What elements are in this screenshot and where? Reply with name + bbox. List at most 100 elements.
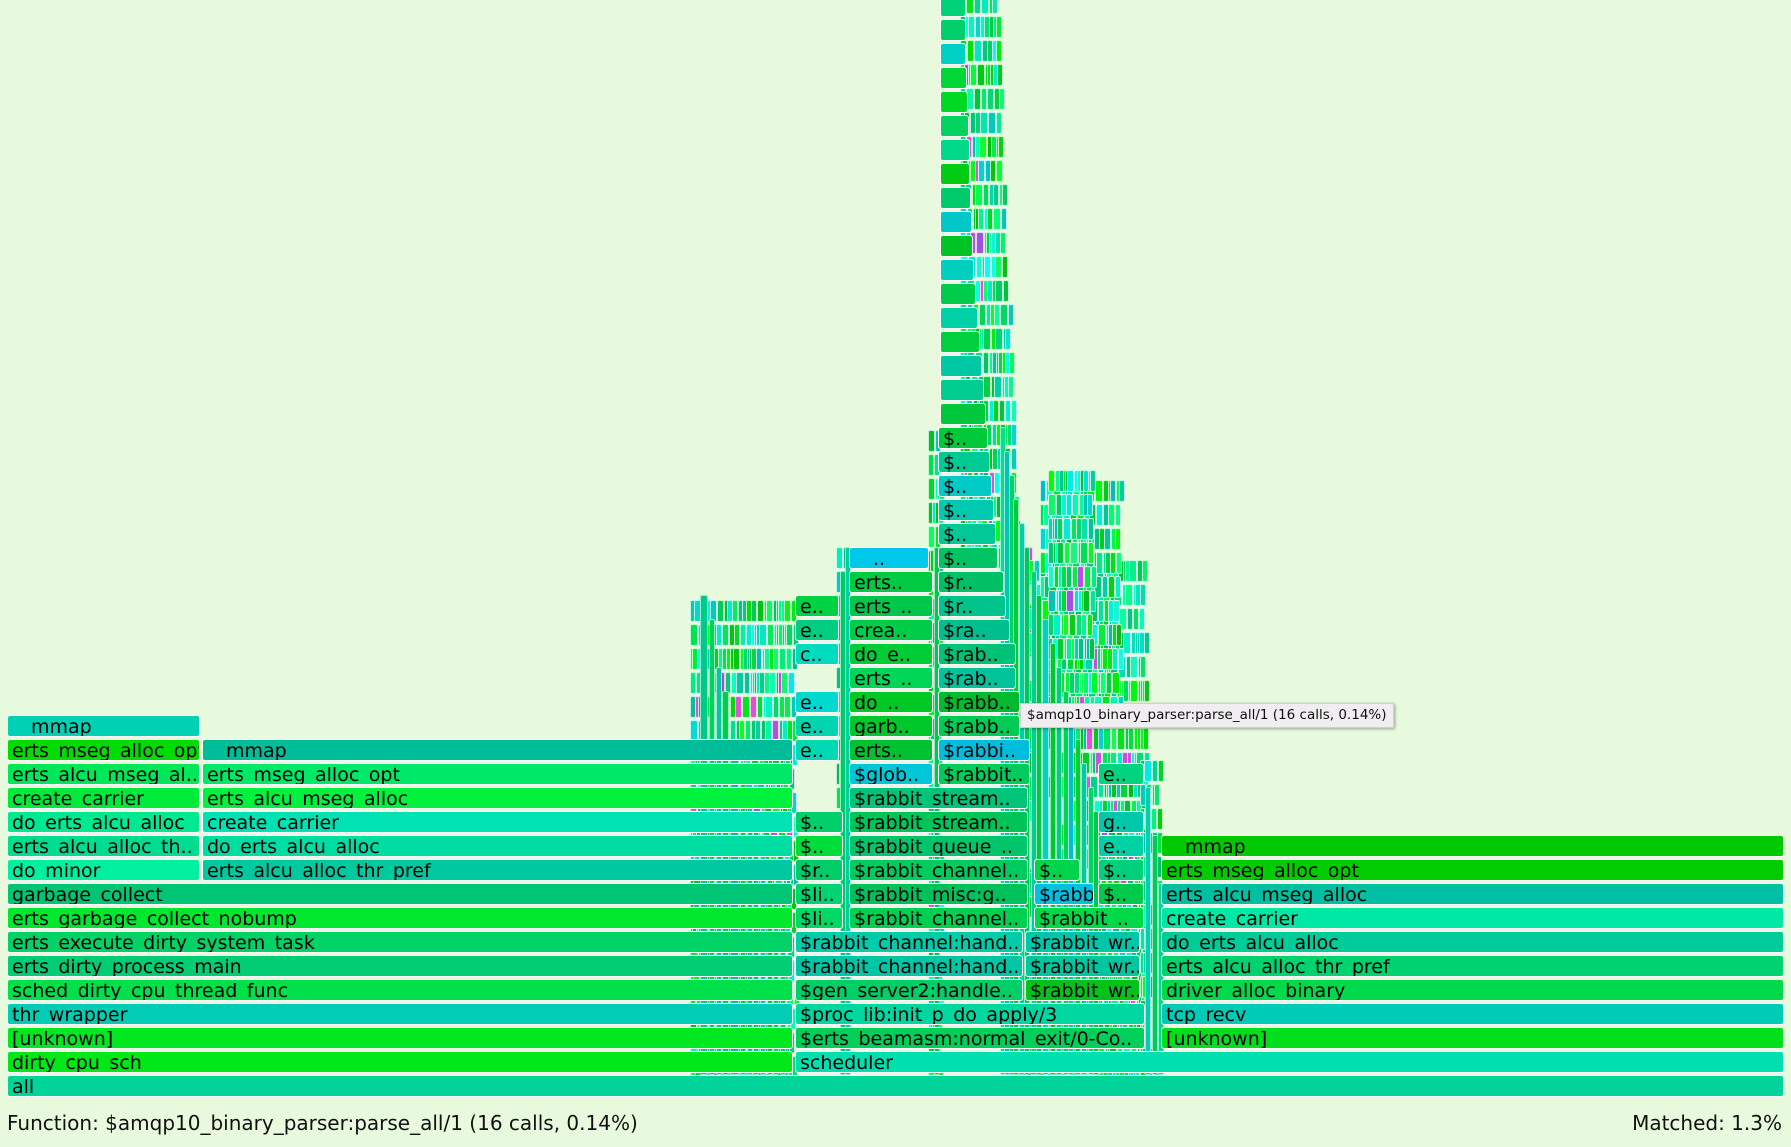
flame-frame[interactable] — [1088, 542, 1094, 564]
flame-frame[interactable] — [998, 136, 1004, 158]
flame-frame[interactable] — [1048, 470, 1055, 492]
flame-frame[interactable] — [940, 43, 966, 65]
flame-frame-r[interactable]: $r.. — [938, 571, 1004, 593]
flame-frame[interactable] — [1096, 504, 1103, 526]
flame-frame-rabbit-channel[interactable]: $rabbit_channel.. — [849, 859, 1028, 881]
flame-frame[interactable] — [996, 40, 1002, 62]
flame-frame[interactable] — [1008, 376, 1014, 398]
flame-frame[interactable] — [766, 600, 773, 622]
flame-frame[interactable] — [1091, 566, 1097, 588]
flame-frame-mmap[interactable]: __mmap — [1161, 835, 1784, 857]
flame-frame[interactable] — [1078, 638, 1084, 660]
flame-frame[interactable] — [940, 379, 984, 401]
flame-frame[interactable] — [974, 88, 981, 110]
flame-frame[interactable] — [1008, 304, 1014, 326]
flame-frame[interactable] — [1145, 787, 1151, 1075]
flame-frame[interactable] — [1127, 608, 1133, 630]
flame-frame[interactable] — [1063, 614, 1069, 636]
flame-frame[interactable] — [981, 0, 989, 14]
flame-frame[interactable] — [1048, 566, 1054, 588]
flame-frame-[interactable]: $.. — [938, 547, 998, 569]
flame-frame[interactable] — [690, 672, 696, 694]
flame-frame[interactable] — [1080, 542, 1088, 564]
flame-frame[interactable] — [1090, 590, 1096, 612]
flame-frame[interactable] — [1081, 614, 1087, 636]
flame-frame[interactable] — [1036, 595, 1042, 1075]
flame-frame-rabbit-channel-hand[interactable]: $rabbit_channel:hand.. — [795, 955, 1023, 977]
flame-frame[interactable] — [1139, 608, 1145, 630]
flame-frame[interactable] — [928, 526, 935, 548]
flame-frame-erts-mseg-alloc-opt[interactable]: erts_mseg_alloc_opt — [7, 739, 200, 761]
flame-frame-do-e[interactable]: do_e.. — [849, 643, 933, 665]
flame-frame[interactable] — [1077, 566, 1084, 588]
flame-frame-erts-execute-dirty-system-task[interactable]: erts_execute_dirty_system_task — [7, 931, 793, 953]
flame-frame-erts-dirty-process-main[interactable]: erts_dirty_process_main — [7, 955, 793, 977]
flame-frame-erts[interactable]: erts.. — [849, 571, 933, 593]
flame-frame[interactable] — [1098, 624, 1106, 646]
flame-frame-rabb[interactable]: $rabb.. — [938, 715, 1020, 737]
flame-frame[interactable] — [988, 112, 996, 134]
flame-frame-rab[interactable]: $rab.. — [938, 667, 1016, 689]
flame-frame[interactable] — [1113, 600, 1120, 622]
flame-frame-ra[interactable]: $ra.. — [938, 619, 1010, 641]
flame-frame[interactable] — [1144, 760, 1152, 782]
flame-frame[interactable] — [1096, 552, 1103, 574]
flame-frame-[interactable]: $.. — [795, 811, 843, 833]
flame-frame[interactable] — [995, 280, 1003, 302]
flame-frame[interactable] — [1000, 232, 1006, 254]
flame-frame[interactable] — [722, 624, 729, 646]
flame-frame[interactable] — [1140, 656, 1146, 678]
flame-frame-rabbit-channel[interactable]: $rabbit_channel.. — [849, 907, 1028, 929]
flame-frame-erts-garbage-collect-nobump[interactable]: erts_garbage_collect_nobump — [7, 907, 793, 929]
flame-frame-[interactable]: $.. — [938, 475, 992, 497]
flame-frame[interactable] — [1011, 400, 1017, 422]
flame-frame[interactable] — [966, 0, 974, 14]
flame-frame[interactable] — [1129, 560, 1137, 582]
flame-frame[interactable] — [1111, 728, 1117, 750]
flame-frame[interactable] — [1072, 494, 1079, 516]
flame-frame[interactable] — [1053, 614, 1061, 636]
flame-frame-[interactable]: $.. — [938, 451, 990, 473]
flame-frame[interactable] — [1110, 480, 1116, 502]
flame-frame[interactable] — [974, 40, 982, 62]
flame-frame[interactable] — [940, 115, 969, 137]
flame-frame[interactable] — [756, 648, 762, 670]
flame-frame[interactable] — [983, 352, 989, 374]
flame-frame-garb[interactable]: garb.. — [849, 715, 933, 737]
flame-frame-rabb[interactable]: $rabb.. — [938, 691, 1020, 713]
flame-frame[interactable] — [994, 304, 1000, 326]
flame-frame[interactable] — [980, 112, 988, 134]
flame-frame-mmap[interactable]: __mmap — [202, 739, 793, 761]
flame-frame[interactable] — [940, 211, 972, 233]
flame-frame[interactable] — [734, 624, 740, 646]
flame-frame-li[interactable]: $li.. — [795, 907, 843, 929]
flame-frame[interactable] — [750, 696, 757, 718]
flame-frame[interactable] — [1103, 728, 1111, 750]
flame-frame[interactable] — [1005, 328, 1011, 350]
flame-frame[interactable] — [690, 624, 698, 646]
flame-frame-erts[interactable]: erts_.. — [849, 667, 933, 689]
flame-frame[interactable] — [773, 696, 779, 718]
flame-frame[interactable] — [784, 600, 791, 622]
flame-frame[interactable] — [1130, 656, 1138, 678]
flame-frame[interactable] — [997, 64, 1003, 86]
flame-frame[interactable] — [940, 403, 986, 425]
flame-frame-mmap[interactable]: __mmap — [7, 715, 200, 737]
flame-frame[interactable] — [744, 672, 750, 694]
flame-frame-erts-alcu-mseg-alloc[interactable]: erts_alcu_mseg_alloc — [1161, 883, 1784, 905]
flame-frame[interactable] — [994, 376, 1002, 398]
flame-frame[interactable] — [995, 328, 1003, 350]
flame-frame[interactable] — [978, 208, 984, 230]
flame-frame[interactable] — [1057, 542, 1064, 564]
flame-frame-do-erts-alcu-alloc[interactable]: do_erts_alcu_alloc — [202, 835, 793, 857]
flame-frame[interactable] — [1116, 624, 1122, 646]
flame-frame-sched-dirty-cpu-thread-func[interactable]: sched_dirty_cpu_thread_func — [7, 979, 793, 1001]
flame-frame[interactable] — [928, 454, 934, 476]
flame-frame[interactable] — [993, 208, 1001, 230]
flame-frame[interactable] — [984, 256, 991, 278]
flame-frame[interactable] — [999, 400, 1005, 422]
flame-frame[interactable] — [987, 208, 993, 230]
flame-frame[interactable] — [751, 600, 757, 622]
flame-graph-canvas[interactable]: all dirty_cpu_sch scheduler [unknown] $erts_… — [0, 0, 1791, 1100]
flame-frame[interactable] — [940, 67, 967, 89]
